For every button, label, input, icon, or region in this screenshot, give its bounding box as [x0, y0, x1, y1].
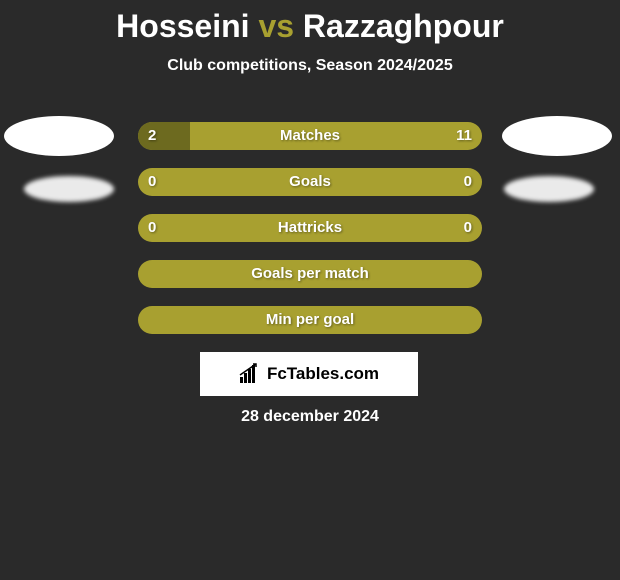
bar-chart-icon	[239, 363, 261, 385]
avatar-right-shadow	[504, 176, 594, 202]
stat-bar: Matches2 11	[138, 122, 482, 150]
stat-bar: Goals per match	[138, 260, 482, 288]
comparison-title: Hosseini vs Razzaghpour	[0, 0, 620, 45]
date-label: 28 december 2024	[0, 408, 620, 426]
brand-text: FcTables.com	[267, 364, 379, 384]
bar-value-left: 2	[148, 122, 156, 150]
bar-label: Matches	[138, 122, 482, 150]
bar-value-right: 0	[464, 214, 472, 242]
bar-value-left: 0	[148, 168, 156, 196]
player2-name: Razzaghpour	[303, 8, 504, 44]
avatar-right	[502, 116, 612, 156]
avatar-left-shadow	[24, 176, 114, 202]
comparison-bars: Matches211Goals00Hattricks00Goals per ma…	[138, 122, 482, 352]
bar-label: Goals per match	[138, 260, 482, 288]
stat-bar: Hattricks0 0	[138, 214, 482, 242]
bar-label: Min per goal	[138, 306, 482, 334]
player1-name: Hosseini	[116, 8, 249, 44]
stat-bar: Min per goal	[138, 306, 482, 334]
brand-box: FcTables.com	[200, 352, 418, 396]
stat-bar: Goals0 0	[138, 168, 482, 196]
subtitle: Club competitions, Season 2024/2025	[0, 57, 620, 75]
vs-text: vs	[258, 8, 294, 44]
bar-label: Goals	[138, 168, 482, 196]
bar-value-right: 0	[464, 168, 472, 196]
avatar-left	[4, 116, 114, 156]
bar-label: Hattricks	[138, 214, 482, 242]
bar-value-right: 11	[456, 122, 472, 150]
bar-value-left: 0	[148, 214, 156, 242]
